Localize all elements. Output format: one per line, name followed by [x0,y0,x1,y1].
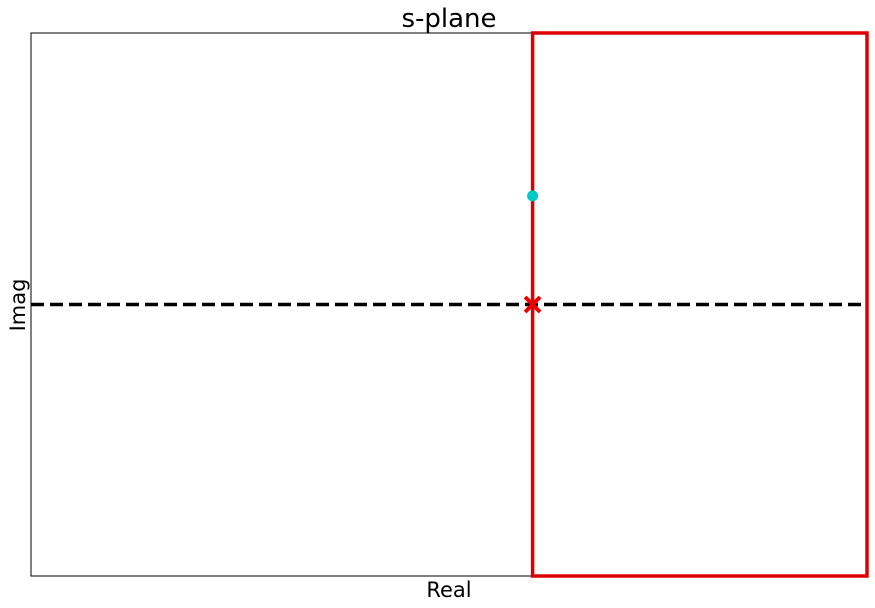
zero-circle-marker [527,190,539,202]
chart-title: s-plane [401,4,496,34]
chart-marks [31,31,869,578]
y-axis-label: Imag [6,279,30,332]
x-axis-label: Real [426,578,471,602]
pole-x-marker [523,295,542,314]
